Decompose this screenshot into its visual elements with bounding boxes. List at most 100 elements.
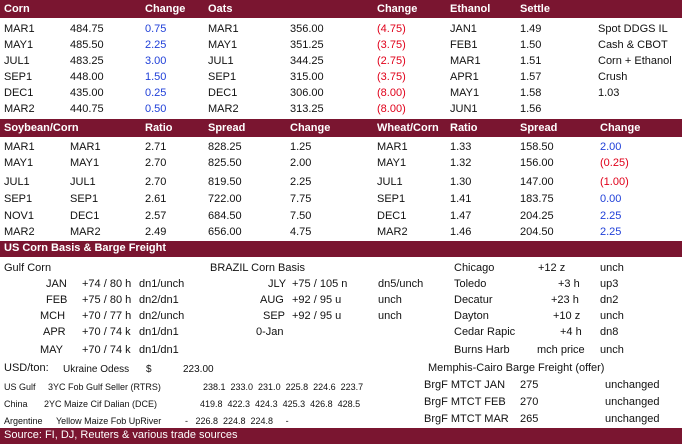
barge-name: BrgF MTCT MAR bbox=[424, 413, 509, 425]
soy-corn-spread: 819.50 bbox=[208, 176, 242, 188]
header-settle: Settle bbox=[520, 3, 550, 15]
barge-name: BrgF MTCT FEB bbox=[424, 396, 506, 408]
usd-description: 2YC Maize Cif Dalian (DCE) bbox=[44, 399, 158, 409]
oats-change: (8.00) bbox=[377, 87, 406, 99]
wheat-corn-spread: 158.50 bbox=[520, 141, 554, 153]
interior-location: Cedar Rapic bbox=[454, 326, 516, 338]
oats-month: DEC1 bbox=[208, 87, 238, 99]
oats-price: 313.25 bbox=[290, 103, 324, 115]
header-change-2: Change bbox=[600, 122, 641, 134]
wheat-month: MAR1 bbox=[377, 141, 408, 153]
footer-band bbox=[0, 428, 682, 444]
side-note: 1.03 bbox=[598, 87, 620, 99]
usd-description: 3YC Fob Gulf Seller (RTRS) bbox=[48, 382, 161, 392]
wheat-corn-ratio: 1.33 bbox=[450, 141, 472, 153]
wheat-corn-change: 2.25 bbox=[600, 210, 622, 222]
brazil-date: 0-Jan bbox=[256, 326, 284, 338]
oats-price: 315.00 bbox=[290, 71, 324, 83]
corn-month: MAR1 bbox=[70, 141, 101, 153]
ethanol-settle: 1.57 bbox=[520, 71, 542, 83]
wheat-corn-spread: 183.75 bbox=[520, 193, 554, 205]
header-corn: Corn bbox=[4, 3, 30, 15]
interior-trend: dn8 bbox=[600, 326, 619, 338]
soy-corn-change: 7.50 bbox=[290, 210, 312, 222]
gulf-basis: +70 / 74 k bbox=[82, 326, 131, 338]
brazil-trend: unch bbox=[378, 310, 402, 322]
gulf-trend: dn1/dn1 bbox=[139, 326, 179, 338]
wheat-corn-ratio: 1.30 bbox=[450, 176, 472, 188]
gulf-trend: dn1/dn1 bbox=[139, 344, 179, 356]
gulf-basis: +70 / 77 h bbox=[82, 310, 132, 322]
usd-description: Yellow Maize Fob UpRiver bbox=[56, 416, 162, 426]
corn-price: 440.75 bbox=[70, 103, 104, 115]
oats-month: MAR2 bbox=[208, 103, 239, 115]
barge-name: BrgF MTCT JAN bbox=[424, 379, 506, 391]
brazil-month: JLY bbox=[268, 278, 287, 290]
interior-trend: unch bbox=[600, 262, 624, 274]
wheat-corn-spread: 204.25 bbox=[520, 210, 554, 222]
corn-change: 0.75 bbox=[145, 23, 167, 35]
wheat-corn-spread: 156.00 bbox=[520, 157, 554, 169]
usd-values: - 226.8 224.8 224.8 - bbox=[185, 416, 289, 426]
corn-price: 435.00 bbox=[70, 87, 104, 99]
interior-basis: +4 h bbox=[560, 326, 582, 338]
soy-corn-change: 2.25 bbox=[290, 176, 312, 188]
corn-month: JUL1 bbox=[70, 176, 96, 188]
barge-trend: unchanged bbox=[605, 379, 660, 391]
wheat-month: JUL1 bbox=[377, 176, 403, 188]
brazil-month: SEP bbox=[263, 310, 286, 322]
soy-corn-change: 1.25 bbox=[290, 141, 312, 153]
header-ratio-1: Ratio bbox=[145, 122, 173, 134]
interior-basis: +3 h bbox=[558, 278, 580, 290]
interior-basis: +12 z bbox=[538, 262, 566, 274]
usd-origin: China bbox=[4, 399, 28, 409]
interior-trend: unch bbox=[600, 344, 624, 356]
soy-corn-spread: 656.00 bbox=[208, 226, 242, 238]
brazil-basis-title: BRAZIL Corn Basis bbox=[210, 262, 305, 274]
barge-trend: unchanged bbox=[605, 413, 660, 425]
header-change-1: Change bbox=[290, 122, 331, 134]
corn-month: MAR2 bbox=[70, 226, 101, 238]
corn-change: 1.50 bbox=[145, 71, 167, 83]
corn-change: 0.25 bbox=[145, 87, 167, 99]
interior-basis: +10 z bbox=[553, 310, 581, 322]
header-oats-change: Change bbox=[377, 3, 418, 15]
gulf-basis: +74 / 80 h bbox=[82, 278, 132, 290]
corn-price: 484.75 bbox=[70, 23, 104, 35]
wheat-corn-ratio: 1.47 bbox=[450, 210, 472, 222]
wheat-corn-ratio: 1.46 bbox=[450, 226, 472, 238]
barge-trend: unchanged bbox=[605, 396, 660, 408]
gulf-basis: +75 / 80 h bbox=[82, 294, 132, 306]
wheat-corn-ratio: 1.32 bbox=[450, 157, 472, 169]
brazil-basis: +92 / 95 u bbox=[292, 310, 342, 322]
interior-location: Burns Harb bbox=[454, 344, 510, 356]
oats-price: 306.00 bbox=[290, 87, 324, 99]
brazil-trend: unch bbox=[378, 294, 402, 306]
interior-trend: up3 bbox=[600, 278, 619, 290]
gulf-month: FEB bbox=[46, 294, 68, 306]
usd-values: 419.8 422.3 424.3 425.3 426.8 428.5 bbox=[200, 399, 361, 409]
ethanol-settle: 1.56 bbox=[520, 103, 542, 115]
brazil-basis: +92 / 95 u bbox=[292, 294, 342, 306]
oats-month: MAY1 bbox=[208, 39, 238, 51]
oats-change: (8.00) bbox=[377, 103, 406, 115]
wheat-corn-change: (1.00) bbox=[600, 176, 629, 188]
corn-month: SEP1 bbox=[70, 193, 99, 205]
soy-month: MAY1 bbox=[4, 157, 34, 169]
oats-change: (2.75) bbox=[377, 55, 406, 67]
interior-trend: dn2 bbox=[600, 294, 619, 306]
interior-trend: unch bbox=[600, 310, 624, 322]
header-spread-2: Spread bbox=[520, 122, 558, 134]
wheat-corn-spread: 147.00 bbox=[520, 176, 554, 188]
gulf-month: JAN bbox=[46, 278, 67, 290]
wheat-corn-change: 2.00 bbox=[600, 141, 622, 153]
corn-month: MAR1 bbox=[4, 23, 35, 35]
gulf-month: APR bbox=[43, 326, 66, 338]
soy-corn-change: 2.00 bbox=[290, 157, 312, 169]
oats-month: MAR1 bbox=[208, 23, 239, 35]
ethanol-settle: 1.58 bbox=[520, 87, 542, 99]
corn-change: 0.50 bbox=[145, 103, 167, 115]
corn-price: 485.50 bbox=[70, 39, 104, 51]
wheat-month: MAY1 bbox=[377, 157, 407, 169]
soy-corn-spread: 722.00 bbox=[208, 193, 242, 205]
